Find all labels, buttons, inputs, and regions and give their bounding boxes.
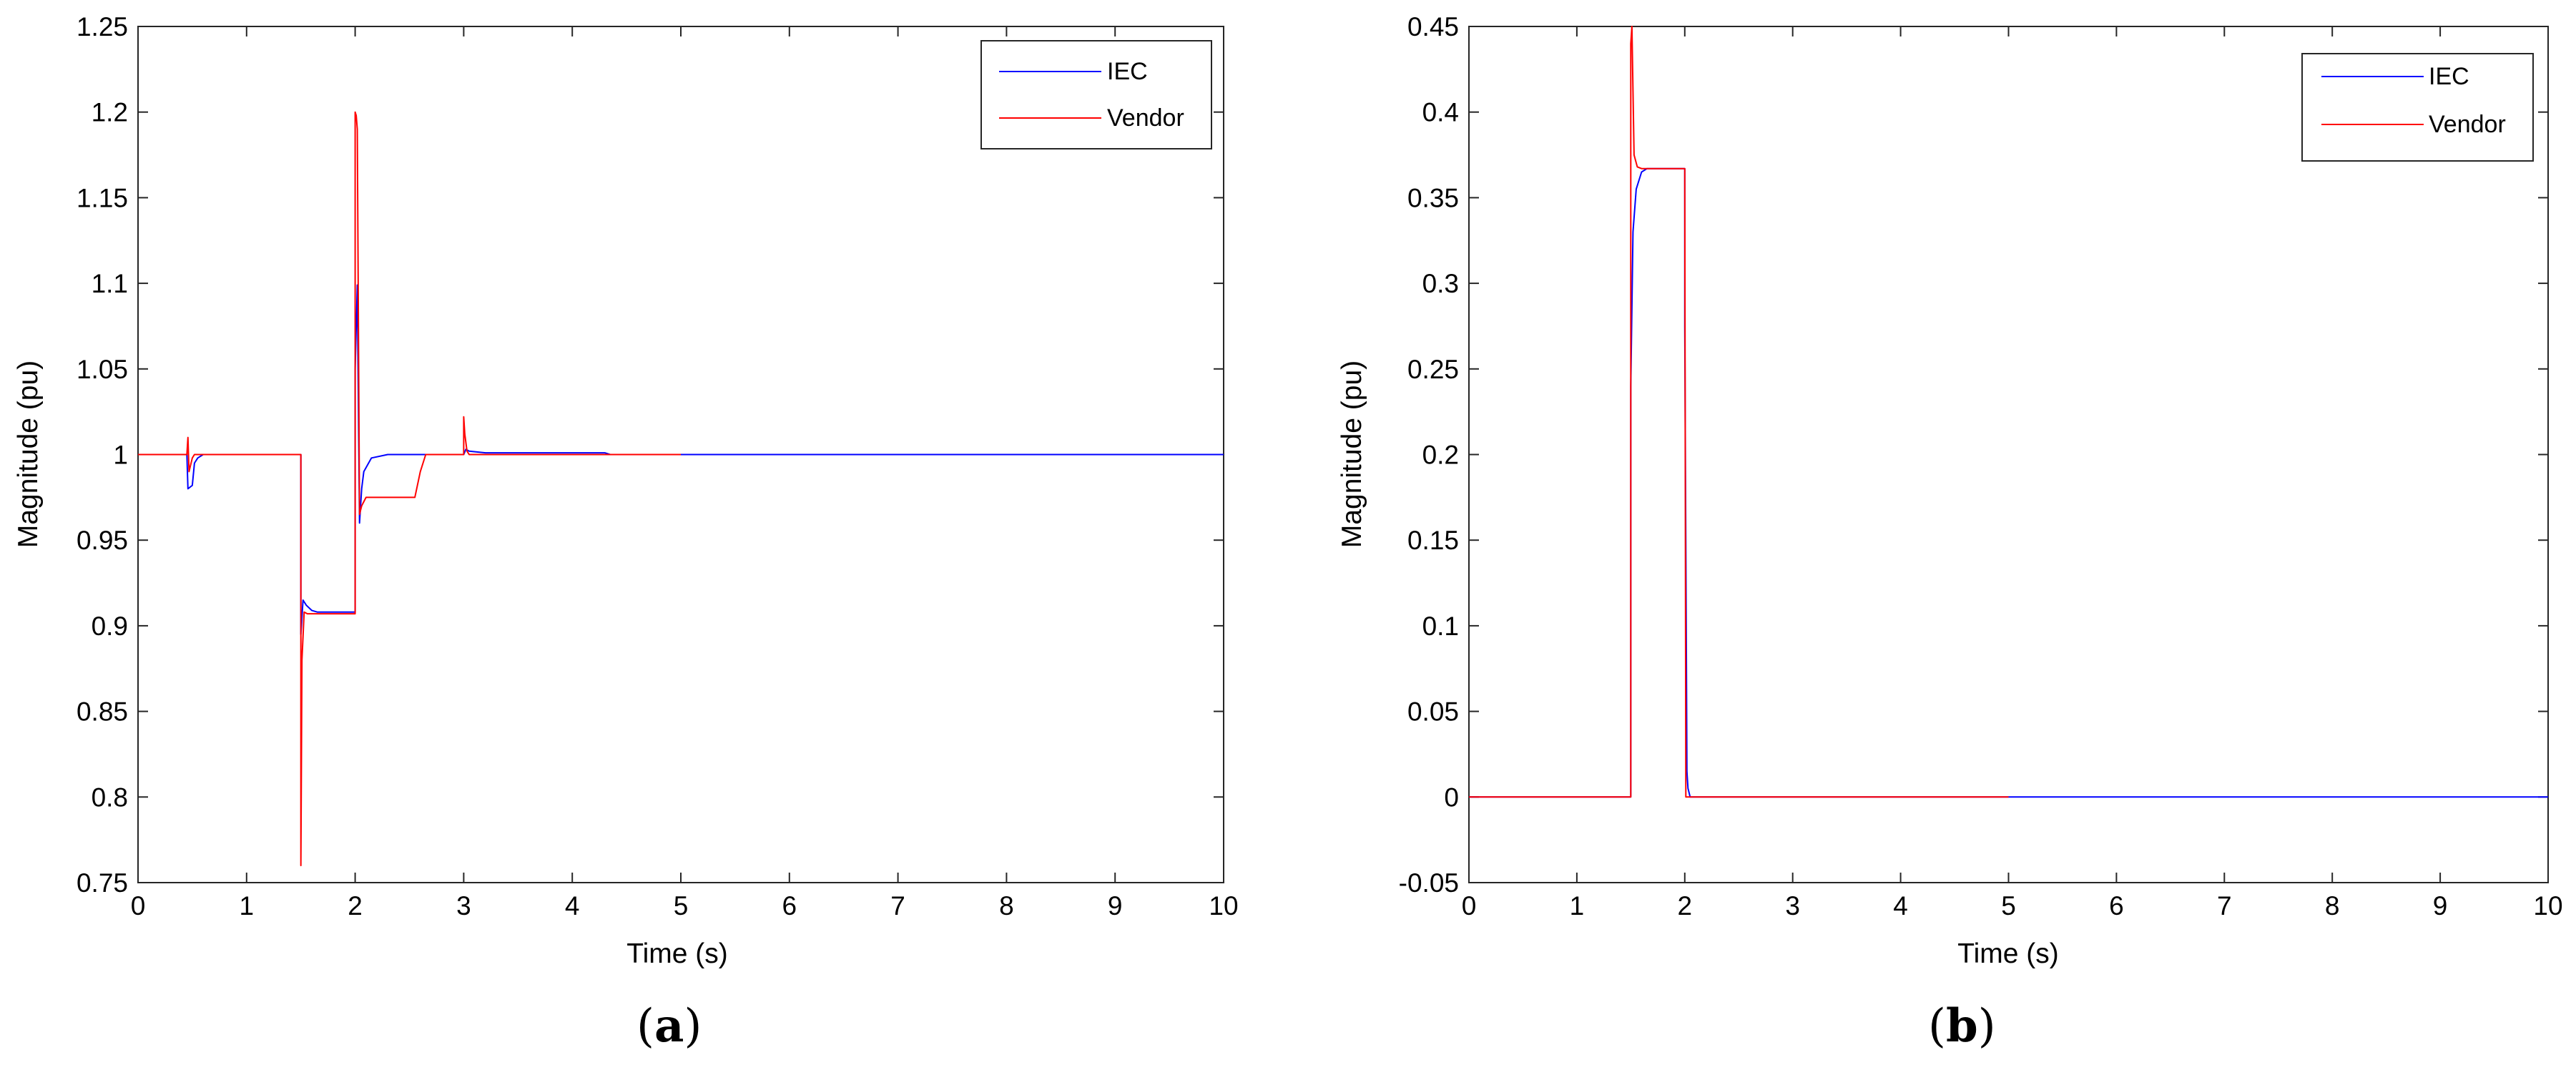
x-ticks-a: 0 1 2 3 4 5 6 7 8 9 10 — [131, 26, 1239, 921]
legend-label-vendor-a: Vendor — [1107, 104, 1184, 132]
x-tick-label: 7 — [2217, 891, 2232, 921]
legend-label-vendor-b: Vendor — [2429, 111, 2506, 138]
y-tick-label: 0.85 — [77, 697, 128, 727]
x-tick-label: 10 — [1209, 891, 1238, 921]
x-tick-label: 2 — [348, 891, 363, 921]
x-tick-label: 4 — [1893, 891, 1908, 921]
legend-label-iec-b: IEC — [2429, 63, 2469, 90]
x-tick-label: 8 — [2325, 891, 2340, 921]
x-tick-label: 8 — [999, 891, 1014, 921]
y-tick-label: 1.15 — [77, 183, 128, 212]
legend-box-b — [2301, 53, 2534, 162]
y-tick-label: 0.2 — [1422, 441, 1459, 470]
x-axis-label-a: Time (s) — [626, 938, 728, 969]
y-tick-label: 1.2 — [92, 98, 128, 127]
series-line-vendor — [1469, 26, 2009, 798]
legend-a: IEC Vendor — [980, 40, 1212, 149]
y-tick-label: 0.35 — [1407, 183, 1459, 212]
y-tick-label: 0.4 — [1422, 98, 1459, 127]
x-tick-label: 0 — [1462, 891, 1477, 921]
y-tick-label: 0.15 — [1407, 526, 1459, 555]
series-a — [138, 111, 1224, 867]
x-tick-label: 6 — [2109, 891, 2124, 921]
x-tick-label: 1 — [1570, 891, 1585, 921]
x-axis-label-b: Time (s) — [1957, 938, 2059, 969]
y-ticks-a: 0.75 0.8 0.85 0.9 0.95 1 1.05 1.1 1.15 1.2 1.25 — [77, 12, 1224, 898]
y-axis-label-a: Magnitude (pu) — [13, 360, 44, 548]
series-line-vendor — [138, 111, 681, 867]
x-tick-label: 1 — [240, 891, 255, 921]
x-tick-label: 3 — [456, 891, 471, 921]
x-tick-label: 7 — [890, 891, 905, 921]
chart-a: 0.75 0.8 0.85 0.9 0.95 1 1.05 1.1 1.15 1.2 1.25 0 1… — [13, 12, 1239, 1053]
y-tick-label: 1.1 — [92, 269, 128, 298]
y-tick-label: 1.25 — [77, 12, 128, 41]
x-tick-label: 9 — [1108, 891, 1123, 921]
x-tick-label: 4 — [565, 891, 580, 921]
y-tick-label: 1.05 — [77, 355, 128, 384]
x-tick-label: 5 — [674, 891, 689, 921]
y-tick-label: 0 — [1444, 782, 1459, 812]
y-tick-label: 0.45 — [1407, 12, 1459, 41]
x-tick-label: 2 — [1678, 891, 1693, 921]
series-b — [1469, 26, 2548, 798]
y-tick-label: 0.3 — [1422, 269, 1459, 298]
y-tick-label: 0.95 — [77, 526, 128, 555]
y-tick-label: 0.75 — [77, 868, 128, 898]
y-axis-label-b: Magnitude (pu) — [1337, 360, 1367, 548]
legend-box-a — [980, 40, 1212, 149]
y-tick-label: 0.8 — [92, 782, 128, 812]
panel-label-a: (a) — [636, 999, 702, 1053]
y-tick-label: -0.05 — [1399, 868, 1459, 898]
panel-letter-a: a — [654, 999, 684, 1053]
x-tick-label: 10 — [2533, 891, 2562, 921]
y-tick-label: 0.9 — [92, 612, 128, 641]
y-tick-label: 0.05 — [1407, 697, 1459, 727]
y-ticks-b: -0.05 0 0.05 0.1 0.15 0.2 0.25 0.3 0.35 0.4 0.45 — [1399, 12, 2548, 898]
x-tick-label: 6 — [782, 891, 797, 921]
x-tick-label: 5 — [2001, 891, 2016, 921]
y-tick-label: 0.1 — [1422, 612, 1459, 641]
x-tick-label: 9 — [2433, 891, 2448, 921]
x-tick-label: 0 — [131, 891, 146, 921]
legend-b: IEC Vendor — [2301, 53, 2534, 162]
x-ticks-b: 0 1 2 3 4 5 6 7 8 9 10 — [1462, 26, 2563, 921]
panel-letter-b: b — [1946, 999, 1978, 1053]
x-tick-label: 3 — [1785, 891, 1800, 921]
legend-label-iec-a: IEC — [1107, 58, 1148, 85]
panel-label-b: (b) — [1928, 999, 1996, 1053]
y-tick-label: 1 — [113, 441, 128, 470]
y-tick-label: 0.25 — [1407, 355, 1459, 384]
